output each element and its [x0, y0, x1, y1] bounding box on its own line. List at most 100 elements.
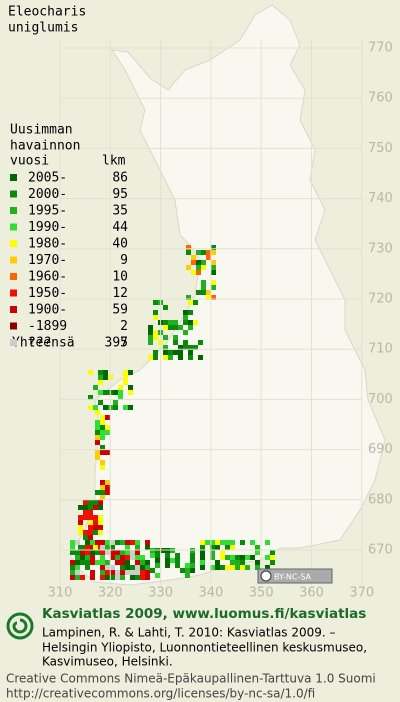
occurrence-cell	[173, 325, 178, 330]
occurrence-cell	[198, 340, 203, 345]
occurrence-cell	[211, 270, 216, 275]
badge-icon	[260, 570, 272, 582]
occurrence-cell	[95, 490, 100, 495]
badge-box	[257, 568, 333, 584]
legend-period: 2005-	[28, 171, 67, 186]
occurrence-cell	[135, 555, 140, 560]
occurrence-cell	[196, 250, 201, 255]
occurrence-cell	[113, 400, 118, 405]
occurrence-cell	[183, 345, 188, 350]
occurrence-cell	[230, 565, 235, 570]
occurrence-cell	[265, 555, 270, 560]
occurrence-cell	[115, 570, 120, 575]
occurrence-cell	[155, 563, 160, 568]
occurrence-cell	[153, 350, 158, 355]
easting-label: 320	[98, 586, 123, 601]
occurrence-cell	[191, 270, 196, 275]
occurrence-cell	[185, 563, 190, 568]
occurrence-cell	[83, 535, 88, 540]
occurrence-cell	[120, 575, 125, 580]
logo-spiral	[12, 618, 28, 634]
occurrence-cell	[85, 555, 90, 560]
legend-period: 1960-	[28, 270, 67, 285]
occurrence-cell	[90, 560, 95, 565]
occurrence-cell	[120, 565, 125, 570]
occurrence-cell	[183, 320, 188, 325]
occurrence-cell	[103, 390, 108, 395]
legend-swatch	[10, 273, 17, 280]
occurrence-cell	[105, 560, 110, 565]
occurrence-cell	[180, 568, 185, 573]
occurrence-cell	[148, 340, 153, 345]
occurrence-cell	[78, 520, 83, 525]
occurrence-cell	[120, 540, 125, 545]
occurrence-cell	[88, 370, 93, 375]
occurrence-cell	[98, 515, 103, 520]
occurrence-cell	[235, 555, 240, 560]
occurrence-cell	[145, 565, 150, 570]
occurrence-cell	[85, 540, 90, 545]
occurrence-cell	[93, 385, 98, 390]
occurrence-cell	[83, 505, 88, 510]
occurrence-cell	[100, 550, 105, 555]
occurrence-cell	[110, 550, 115, 555]
occurrence-cell	[85, 560, 90, 565]
occurrence-cell	[90, 550, 95, 555]
easting-label: 360	[299, 586, 324, 601]
logo	[6, 612, 34, 640]
occurrence-cell	[95, 410, 100, 415]
occurrence-cell	[155, 558, 160, 563]
occurrence-cell	[183, 340, 188, 345]
occurrence-cell	[125, 555, 130, 560]
occurrence-cell	[200, 540, 205, 545]
occurrence-cell	[105, 425, 110, 430]
occurrence-cell	[125, 545, 130, 550]
occurrence-cell	[188, 325, 193, 330]
legend-count: 9	[120, 253, 128, 268]
occurrence-cell	[120, 550, 125, 555]
occurrence-cell	[255, 550, 260, 555]
occurrence-cell	[270, 555, 275, 560]
occurrence-cell	[201, 290, 206, 295]
easting-label: 340	[198, 586, 223, 601]
occurrence-cell	[93, 520, 98, 525]
occurrence-cell	[78, 515, 83, 520]
occurrence-cell	[163, 350, 168, 355]
occurrence-cell	[100, 430, 105, 435]
occurrence-cell	[168, 350, 173, 355]
occurrence-cell	[148, 330, 153, 335]
occurrence-cell	[70, 545, 75, 550]
legend-count: 5	[120, 336, 128, 351]
occurrence-cell	[100, 460, 105, 465]
occurrence-cell	[128, 385, 133, 390]
occurrence-cell	[113, 405, 118, 410]
occurrence-cell	[100, 480, 105, 485]
occurrence-cell	[95, 430, 100, 435]
occurrence-cell	[163, 335, 168, 340]
occurrence-cell	[98, 525, 103, 530]
occurrence-cell	[100, 485, 105, 490]
occurrence-cell	[185, 568, 190, 573]
occurrence-cell	[88, 530, 93, 535]
occurrence-cell	[153, 330, 158, 335]
occurrence-cell	[183, 315, 188, 320]
occurrence-cell	[88, 525, 93, 530]
occurrence-cell	[105, 565, 110, 570]
occurrence-cell	[130, 555, 135, 560]
occurrence-cell	[95, 450, 100, 455]
northing-label: 690	[368, 442, 393, 457]
occurrence-cell	[235, 560, 240, 565]
occurrence-cell	[93, 515, 98, 520]
occurrence-cell	[153, 335, 158, 340]
occurrence-cell	[173, 320, 178, 325]
occurrence-cell	[168, 320, 173, 325]
occurrence-cell	[115, 560, 120, 565]
occurrence-cell	[93, 500, 98, 505]
occurrence-cell	[210, 550, 215, 555]
occurrence-cell	[183, 330, 188, 335]
occurrence-cell	[88, 395, 93, 400]
occurrence-cell	[110, 570, 115, 575]
occurrence-cell	[250, 540, 255, 545]
occurrence-cell	[70, 565, 75, 570]
